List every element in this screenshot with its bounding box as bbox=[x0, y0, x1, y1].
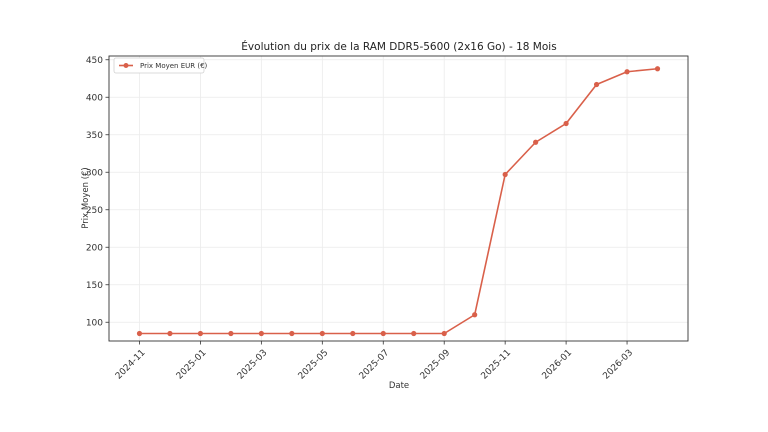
y-tick-label: 200 bbox=[86, 243, 103, 253]
y-tick-label: 300 bbox=[86, 168, 103, 178]
legend-box bbox=[113, 57, 205, 74]
legend-label: Prix Moyen EUR (€) bbox=[140, 62, 208, 70]
data-point bbox=[228, 330, 234, 337]
x-tick-label: 2025-03 bbox=[236, 348, 270, 382]
data-point bbox=[136, 330, 143, 337]
data-point bbox=[654, 66, 661, 72]
data-point bbox=[350, 330, 356, 337]
data-point bbox=[593, 81, 600, 88]
data-point bbox=[563, 120, 569, 127]
chart-title: Évolution du prix de la RAM DDR5-5600 (2… bbox=[241, 40, 556, 53]
data-point bbox=[167, 330, 173, 337]
y-tick-label: 400 bbox=[86, 93, 103, 103]
x-axis-label: Date bbox=[389, 381, 409, 391]
data-point bbox=[624, 69, 630, 75]
x-tick-label: 2025-01 bbox=[175, 348, 209, 382]
data-point bbox=[441, 330, 447, 337]
data-point bbox=[380, 330, 386, 337]
x-axis: 2024-11 2025-01 2025-03 2025-05 2025-07 2025-… bbox=[114, 341, 635, 382]
legend: Prix Moyen EUR (€) bbox=[113, 57, 208, 74]
data-point bbox=[533, 139, 539, 145]
y-tick-label: 350 bbox=[86, 131, 103, 141]
x-tick-label: 2025-09 bbox=[419, 348, 453, 382]
plot-area bbox=[108, 55, 689, 342]
data-point bbox=[319, 330, 325, 337]
data-point bbox=[197, 330, 204, 337]
x-tick-label: 2026-01 bbox=[541, 348, 575, 382]
data-point bbox=[258, 330, 264, 337]
series-layer bbox=[136, 66, 661, 337]
y-axis-label: Prix Moyen (€) bbox=[81, 167, 91, 229]
x-tick-label: 2026-03 bbox=[601, 348, 635, 382]
y-tick-label: 100 bbox=[86, 318, 103, 328]
y-axis: 100 150 200 250 300 350 400 450 bbox=[86, 56, 109, 328]
legend-marker-icon bbox=[123, 63, 129, 68]
data-point bbox=[411, 330, 417, 337]
y-tick-label: 250 bbox=[86, 206, 103, 216]
data-point bbox=[502, 171, 508, 178]
data-point bbox=[289, 330, 295, 337]
x-tick-label: 2025-05 bbox=[297, 348, 331, 382]
x-tick-label: 2024-11 bbox=[114, 348, 148, 382]
series-line bbox=[139, 67, 658, 335]
y-tick-label: 150 bbox=[86, 281, 103, 291]
x-tick-label: 2025-11 bbox=[480, 348, 514, 382]
data-point bbox=[472, 312, 478, 318]
y-tick-label: 450 bbox=[86, 56, 103, 66]
gridlines bbox=[109, 56, 688, 341]
x-tick-label: 2025-07 bbox=[358, 348, 392, 382]
